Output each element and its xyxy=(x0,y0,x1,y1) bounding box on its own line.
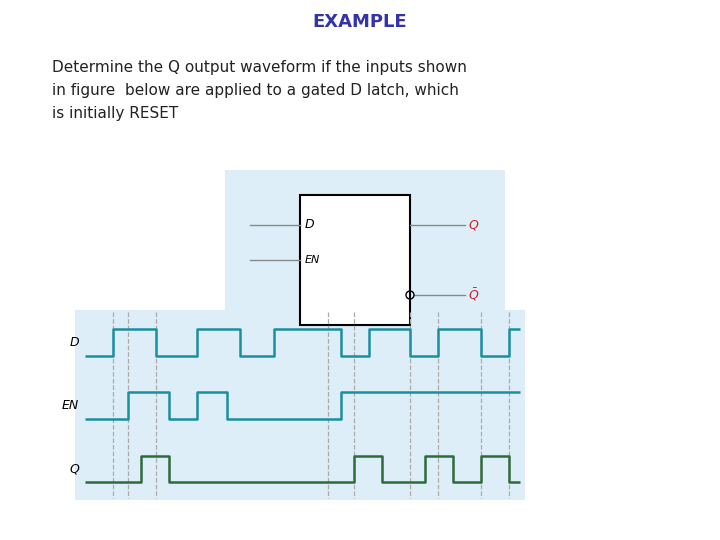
Bar xyxy=(300,195,410,325)
Bar xyxy=(75,310,525,500)
Text: Determine the Q output waveform if the inputs shown
in figure  below are applied: Determine the Q output waveform if the i… xyxy=(52,60,467,120)
Bar xyxy=(225,170,505,325)
Text: D: D xyxy=(305,219,315,232)
Text: D: D xyxy=(69,336,79,349)
Text: Q: Q xyxy=(468,219,478,232)
Text: $\bar{Q}$: $\bar{Q}$ xyxy=(468,287,480,303)
Text: Q: Q xyxy=(69,462,79,475)
Text: EN: EN xyxy=(305,255,320,265)
Text: EXAMPLE: EXAMPLE xyxy=(312,13,408,31)
Text: EN: EN xyxy=(62,399,79,412)
